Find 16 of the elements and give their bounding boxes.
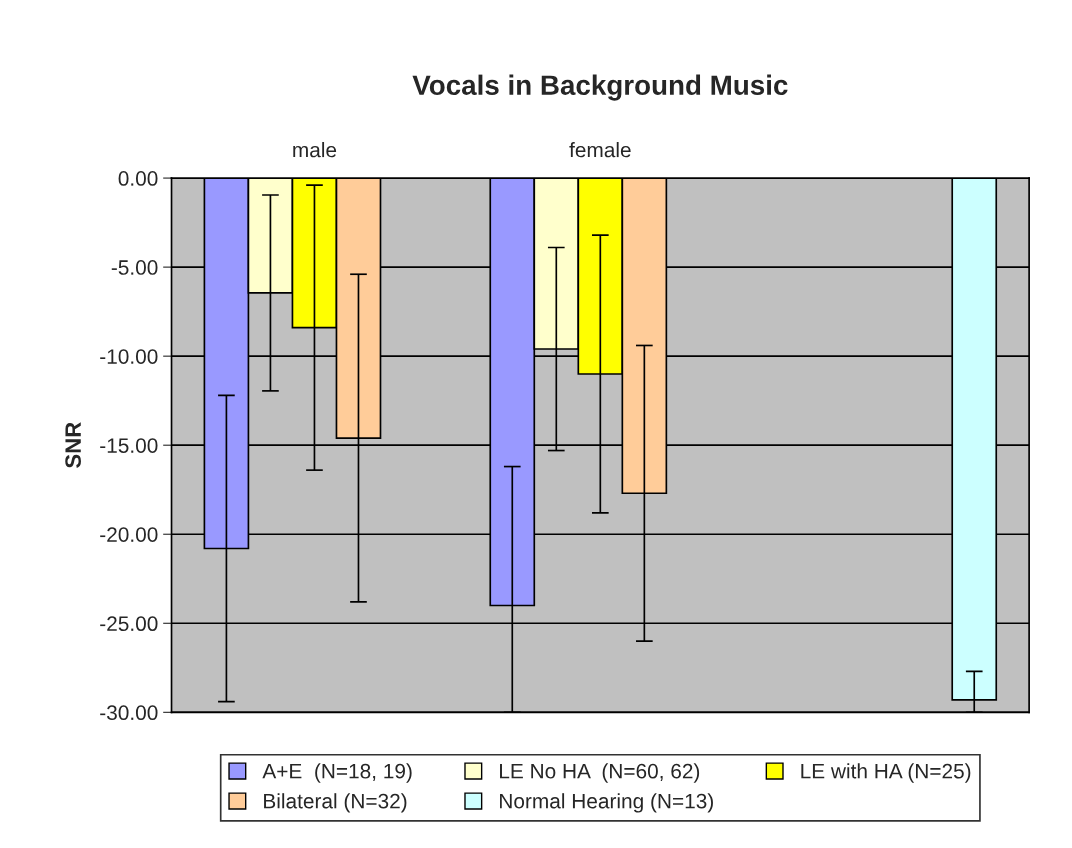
y-tick-label: -10.00 bbox=[100, 349, 158, 364]
y-tick-label: -20.00 bbox=[100, 527, 158, 542]
y-axis-title: SNR bbox=[65, 422, 81, 469]
y-tick-label: -25.00 bbox=[100, 616, 158, 632]
x-tick-label: male bbox=[293, 141, 337, 158]
chart-title: Vocals in Background Music bbox=[412, 74, 788, 101]
y-tick-label: 0.00 bbox=[118, 171, 158, 186]
legend-label: Bilateral (N=32) bbox=[264, 793, 407, 813]
legend-label: Normal Hearing (N=13) bbox=[500, 793, 713, 813]
y-tick-label: -30.00 bbox=[100, 705, 158, 721]
legend-label: LE with HA (N=25) bbox=[801, 763, 971, 783]
y-tick-label: -5.00 bbox=[111, 260, 158, 275]
legend-label: A+E (N=18, 19) bbox=[262, 763, 412, 783]
legend-label: LE No HA (N=60, 62) bbox=[500, 763, 700, 783]
y-tick-label: -15.00 bbox=[100, 438, 158, 453]
x-tick-label: female bbox=[569, 141, 631, 158]
